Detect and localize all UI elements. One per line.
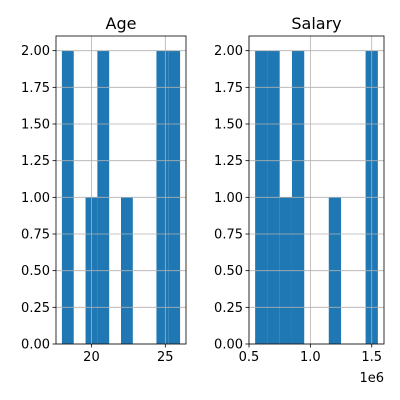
age-chart-title: Age [106,14,137,33]
salary-y-tick-label: 1.50 [214,118,243,133]
salary-x-tick-label: 0.5 [239,350,260,365]
salary-histogram-panel: 0.00 0.25 0.50 0.75 1.00 1.25 1.50 1.75 2.00 0.5 1… [214,14,385,386]
age-histogram-panel: 0.00 0.25 0.50 0.75 1.00 1.25 1.50 1.75 2.00 20 25… [21,14,187,365]
age-x-tick-label: 20 [83,350,100,365]
salary-x-tick-label: 1.0 [300,350,321,365]
age-y-tick-label: 0.50 [21,264,50,279]
salary-y-tick-label: 0.00 [214,338,243,353]
age-y-tick-label: 0.75 [21,228,50,243]
salary-y-tick-label: 1.00 [214,191,243,206]
age-y-tick-label: 1.75 [21,81,50,96]
salary-y-tick-label: 0.25 [214,301,243,316]
age-y-tick-label: 1.50 [21,118,50,133]
salary-axes-frame [248,35,385,345]
age-y-tick-label: 1.00 [21,191,50,206]
salary-chart-title: Salary [291,14,341,33]
salary-offset-label: 1e6 [359,371,384,386]
salary-y-tick-label: 2.00 [214,44,243,59]
age-x-tick-label: 25 [157,350,174,365]
age-y-tick-label: 0.00 [21,338,50,353]
salary-x-tick-label: 1.5 [361,350,382,365]
salary-y-tick-label: 1.75 [214,81,243,96]
age-y-tick-label: 1.25 [21,154,50,169]
age-axes-frame [55,35,187,345]
age-y-tick-label: 0.25 [21,301,50,316]
salary-y-tick-label: 0.50 [214,264,243,279]
salary-y-tick-label: 0.75 [214,228,243,243]
salary-y-tick-label: 1.25 [214,154,243,169]
age-y-tick-label: 2.00 [21,44,50,59]
